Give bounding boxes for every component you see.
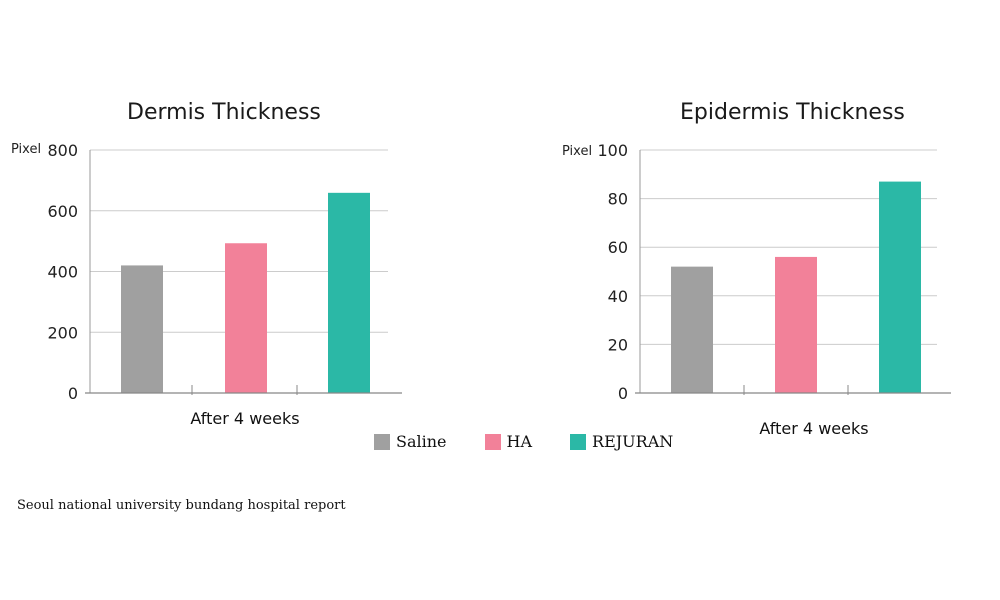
epidermis-bar-saline: [671, 266, 713, 393]
legend-label-rejuran: REJURAN: [592, 432, 674, 451]
epidermis-y-tick-label: 0: [618, 384, 628, 403]
epidermis-chart-title: Epidermis Thickness: [680, 100, 905, 125]
epidermis-x-axis-label: After 4 weeks: [759, 419, 868, 438]
epidermis-y-tick-label: 40: [608, 287, 628, 306]
epidermis-bar-rejuran: [879, 181, 921, 393]
dermis-y-tick-label: 600: [47, 202, 78, 221]
source-note: Seoul national university bundang hospit…: [17, 498, 346, 513]
dermis-y-axis-label: Pixel: [11, 142, 41, 157]
dermis-y-tick-label: 200: [47, 323, 78, 342]
legend-item-rejuran: REJURAN: [570, 432, 673, 451]
legend-label-saline: Saline: [396, 432, 447, 451]
dermis-y-tick-label: 0: [68, 384, 78, 403]
legend-swatch-rejuran: [570, 433, 587, 450]
legend-item-ha: HA: [484, 432, 533, 451]
dermis-chart-title: Dermis Thickness: [127, 100, 321, 125]
epidermis-y-tick-label: 80: [608, 190, 628, 209]
legend-swatch-saline: [374, 433, 390, 450]
epidermis-y-tick-label: 60: [608, 238, 628, 257]
legend-label-ha: HA: [506, 432, 533, 451]
dermis-bar-saline: [121, 265, 163, 393]
dermis-x-axis-label: After 4 weeks: [190, 409, 299, 428]
legend-item-saline: Saline: [374, 432, 447, 451]
dermis-y-tick-label: 800: [47, 141, 78, 160]
legend-swatch-ha: [484, 433, 501, 450]
epidermis-y-tick-label: 20: [608, 335, 628, 354]
dermis-bar-rejuran: [328, 192, 370, 393]
epidermis-y-tick-label: 100: [597, 141, 628, 160]
epidermis-bar-ha: [775, 256, 817, 393]
dermis-bar-ha: [225, 243, 267, 393]
legend: Saline HA REJURAN: [374, 432, 711, 451]
dermis-y-tick-label: 400: [47, 263, 78, 282]
epidermis-y-axis-label: Pixel: [562, 144, 592, 159]
